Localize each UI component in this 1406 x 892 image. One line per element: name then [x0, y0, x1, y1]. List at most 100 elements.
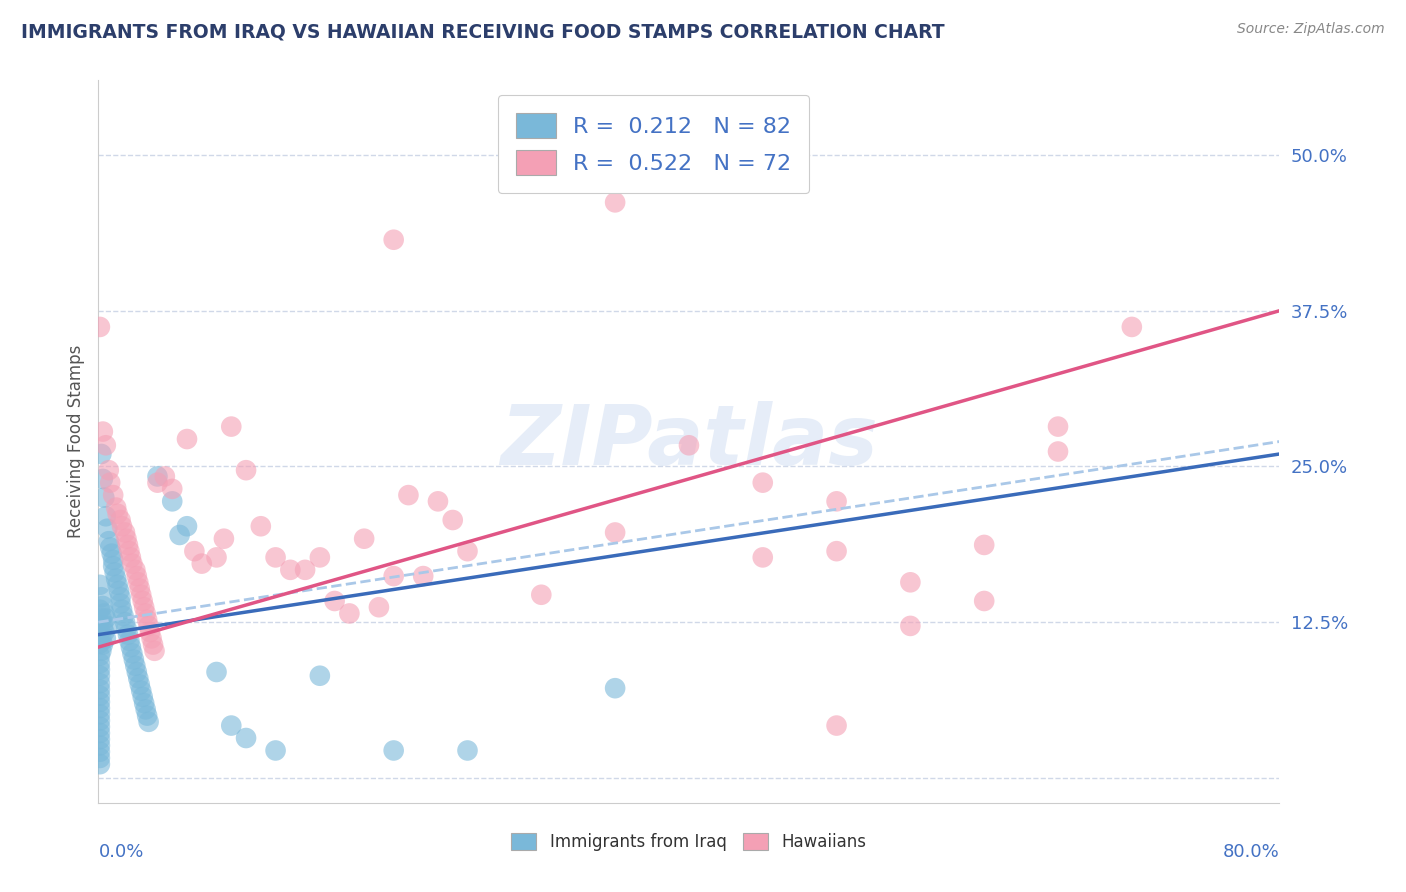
Point	[122, 652, 145, 666]
Point	[1046, 444, 1070, 458]
Point	[96, 522, 118, 536]
Point	[825, 494, 848, 508]
Point	[112, 609, 135, 624]
Point	[139, 625, 162, 640]
Point	[91, 425, 114, 439]
Point	[89, 624, 111, 638]
Point	[110, 597, 132, 611]
Point	[900, 619, 922, 633]
Point	[98, 475, 121, 490]
Point	[141, 632, 163, 646]
Point	[89, 726, 111, 740]
Point	[89, 320, 111, 334]
Point	[169, 528, 191, 542]
Point	[89, 603, 111, 617]
Text: 80.0%: 80.0%	[1223, 843, 1279, 861]
Point	[103, 559, 125, 574]
Point	[124, 563, 146, 577]
Point	[90, 611, 112, 625]
Point	[264, 743, 287, 757]
Point	[183, 544, 205, 558]
Point	[678, 438, 700, 452]
Point	[135, 607, 157, 621]
Point	[162, 482, 183, 496]
Point	[153, 469, 176, 483]
Point	[125, 569, 148, 583]
Point	[117, 627, 139, 641]
Point	[111, 519, 134, 533]
Point	[91, 472, 114, 486]
Point	[114, 615, 136, 630]
Point	[162, 494, 183, 508]
Y-axis label: Receiving Food Stamps: Receiving Food Stamps	[66, 345, 84, 538]
Point	[125, 665, 148, 679]
Point	[89, 757, 111, 772]
Point	[323, 594, 346, 608]
Point	[339, 607, 361, 621]
Point	[412, 569, 434, 583]
Point	[353, 532, 375, 546]
Point	[121, 557, 143, 571]
Point	[94, 632, 117, 646]
Point	[89, 739, 111, 753]
Text: Source: ZipAtlas.com: Source: ZipAtlas.com	[1237, 22, 1385, 37]
Point	[135, 702, 157, 716]
Point	[127, 671, 149, 685]
Point	[103, 488, 125, 502]
Point	[89, 676, 111, 690]
Point	[127, 575, 149, 590]
Point	[89, 648, 111, 663]
Point	[93, 625, 115, 640]
Point	[205, 550, 228, 565]
Point	[138, 714, 160, 729]
Point	[120, 640, 142, 654]
Point	[457, 743, 479, 757]
Point	[89, 578, 111, 592]
Point	[118, 544, 141, 558]
Point	[89, 745, 111, 759]
Point	[900, 575, 922, 590]
Point	[146, 469, 169, 483]
Point	[93, 607, 115, 621]
Point	[89, 695, 111, 709]
Point	[121, 646, 143, 660]
Point	[103, 553, 125, 567]
Point	[132, 690, 155, 704]
Point	[100, 547, 122, 561]
Point	[89, 636, 111, 650]
Point	[94, 611, 117, 625]
Point	[134, 696, 156, 710]
Point	[107, 578, 129, 592]
Point	[1121, 320, 1143, 334]
Point	[382, 743, 405, 757]
Point	[94, 509, 117, 524]
Point	[115, 621, 138, 635]
Point	[398, 488, 420, 502]
Point	[1046, 419, 1070, 434]
Point	[264, 550, 287, 565]
Point	[530, 588, 553, 602]
Point	[129, 588, 152, 602]
Point	[212, 532, 235, 546]
Point	[93, 491, 115, 505]
Point	[250, 519, 273, 533]
Point	[89, 714, 111, 728]
Point	[825, 718, 848, 732]
Point	[309, 550, 332, 565]
Point	[294, 563, 316, 577]
Point	[115, 532, 138, 546]
Point	[107, 507, 129, 521]
Point	[176, 432, 198, 446]
Point	[280, 563, 302, 577]
Point	[89, 720, 111, 734]
Point	[111, 603, 134, 617]
Point	[97, 534, 120, 549]
Point	[825, 544, 848, 558]
Legend: Immigrants from Iraq, Hawaiians: Immigrants from Iraq, Hawaiians	[503, 825, 875, 860]
Point	[89, 682, 111, 697]
Point	[146, 475, 169, 490]
Point	[108, 584, 131, 599]
Text: IMMIGRANTS FROM IRAQ VS HAWAIIAN RECEIVING FOOD STAMPS CORRELATION CHART: IMMIGRANTS FROM IRAQ VS HAWAIIAN RECEIVI…	[21, 22, 945, 41]
Point	[441, 513, 464, 527]
Point	[176, 519, 198, 533]
